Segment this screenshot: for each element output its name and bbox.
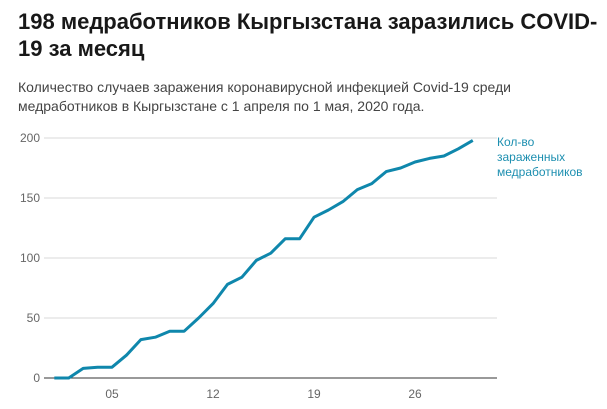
y-tick-label: 0 [33,371,40,385]
x-tick-label: 19 [307,387,321,401]
x-tick-label: 12 [206,387,220,401]
x-tick-label: 05 [105,387,119,401]
y-tick-label: 50 [27,311,41,325]
series-line [54,139,474,380]
series-label: зараженных [497,150,565,164]
y-tick-label: 200 [20,131,40,145]
x-tick-label: 26 [408,387,422,401]
y-tick-label: 100 [20,251,40,265]
series-label: Кол-во [497,135,535,149]
chart-title: 198 медработников Кыргызстана заразились… [18,9,598,61]
series-label: медработников [497,165,583,179]
chart-subtitle: Количество случаев заражения коронавирус… [18,79,511,114]
y-tick-label: 150 [20,191,40,205]
